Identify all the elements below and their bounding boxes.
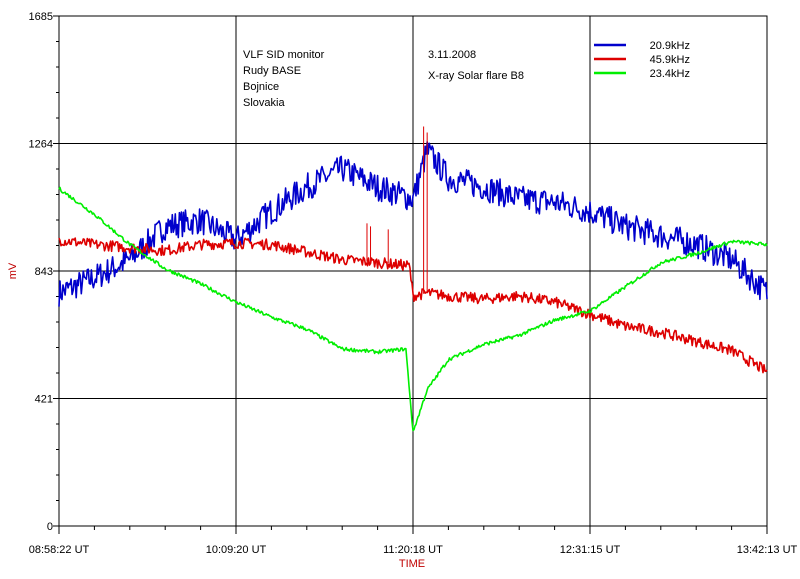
series-line-3 — [58, 186, 768, 432]
legend-label: 45.9kHz — [650, 54, 690, 66]
event-annotation: 3.11.2008 X-ray Solar flare B8 — [428, 49, 524, 82]
station-line-2: Rudy BASE — [243, 65, 301, 77]
station-annotation: VLF SID monitor Rudy BASE Bojnice Slovak… — [243, 49, 325, 109]
y-tick-label: 1264 — [29, 139, 53, 151]
station-line-4: Slovakia — [243, 97, 285, 109]
y-tick-labels: 0 421 843 1264 1685 — [29, 11, 53, 533]
y-tick-label: 843 — [35, 266, 53, 278]
x-tick-labels: 08:58:22 UT 10:09:20 UT 11:20:18 UT 12:31:1… — [29, 544, 798, 556]
station-line-3: Bojnice — [243, 81, 279, 93]
series-line-1 — [58, 141, 768, 307]
x-tick-label: 10:09:20 UT — [206, 544, 267, 556]
x-tick-label: 11:20:18 UT — [383, 544, 443, 556]
x-axis-title: TIME — [399, 558, 425, 570]
red-spikes — [366, 126, 428, 294]
y-tick-label: 421 — [35, 394, 53, 406]
y-tick-label: 1685 — [29, 11, 53, 23]
y-tick-label: 0 — [47, 521, 53, 533]
x-tick-label: 12:31:15 UT — [560, 544, 621, 556]
legend: 20.9kHz 45.9kHz 23.4kHz — [594, 40, 690, 80]
x-tick-label: 08:58:22 UT — [29, 544, 90, 556]
legend-label: 20.9kHz — [650, 40, 690, 52]
series-line-2 — [58, 237, 768, 374]
legend-label: 23.4kHz — [650, 68, 690, 80]
y-axis-title: mV — [7, 262, 19, 279]
event-date: 3.11.2008 — [428, 49, 476, 61]
event-description: X-ray Solar flare B8 — [428, 70, 524, 82]
station-line-1: VLF SID monitor — [243, 49, 325, 61]
x-tick-label: 13:42:13 UT — [737, 544, 798, 556]
series-lines — [58, 141, 768, 432]
